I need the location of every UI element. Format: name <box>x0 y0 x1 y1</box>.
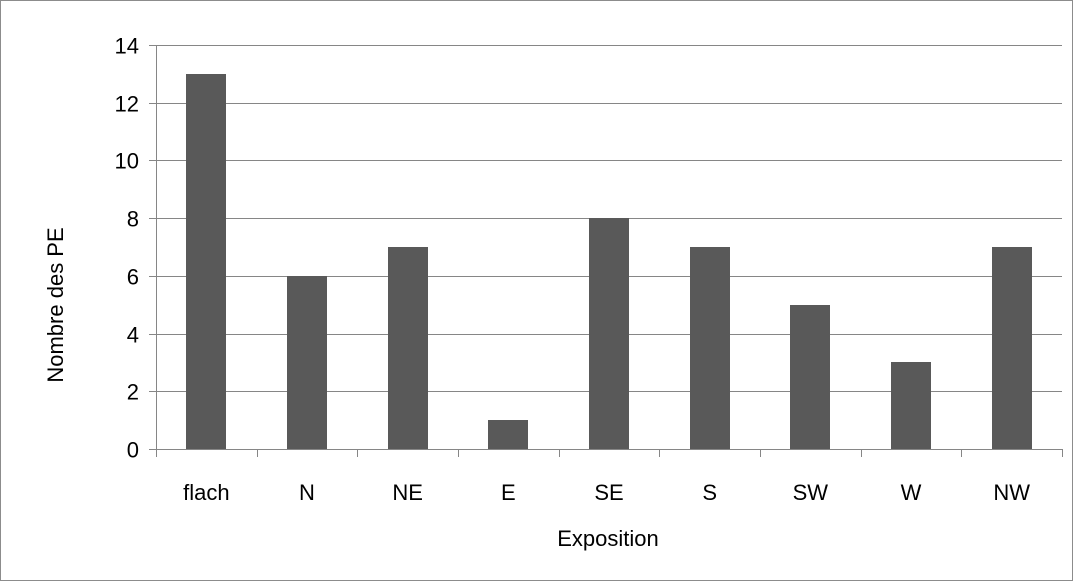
y-tick-label: 14 <box>115 34 139 59</box>
y-axis-title: Nombre des PE <box>43 227 68 382</box>
bar-sw <box>790 305 830 449</box>
x-tick-label: flach <box>183 480 229 505</box>
x-tick-label: W <box>901 480 922 505</box>
bar-flach <box>186 74 226 449</box>
axes <box>149 45 1063 457</box>
bars <box>186 74 1032 449</box>
bar-s <box>690 247 730 449</box>
y-tick-label: 2 <box>127 380 139 405</box>
y-tick-label: 10 <box>115 149 139 174</box>
x-tick-label: N <box>299 480 315 505</box>
bar-n <box>287 276 327 449</box>
x-axis-title: Exposition <box>557 526 659 551</box>
x-tick-label: NE <box>392 480 423 505</box>
y-tick-label: 0 <box>127 438 139 463</box>
y-tick-label: 4 <box>127 323 139 348</box>
y-tick-label: 12 <box>115 92 139 117</box>
bar-e <box>488 420 528 449</box>
bar-w <box>891 362 931 449</box>
bar-se <box>589 218 629 449</box>
x-tick-label: S <box>702 480 717 505</box>
x-tick-label: NW <box>993 480 1030 505</box>
x-tick-label: SE <box>594 480 623 505</box>
bar-nw <box>992 247 1032 449</box>
bar-ne <box>388 247 428 449</box>
x-tick-label: E <box>501 480 516 505</box>
y-tick-label: 6 <box>127 265 139 290</box>
y-tick-label: 8 <box>127 207 139 232</box>
x-tick-label: SW <box>793 480 829 505</box>
y-tick-labels: 0 2 4 6 8 10 12 14 <box>115 34 139 463</box>
x-tick-labels: flach N NE E SE S SW W NW <box>183 480 1030 505</box>
